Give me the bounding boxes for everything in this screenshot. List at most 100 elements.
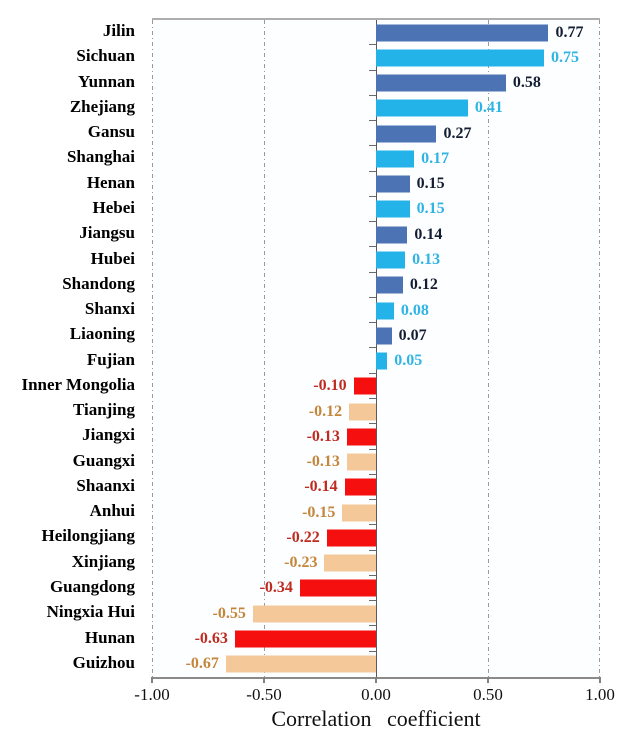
value-label: -0.13 xyxy=(306,453,340,471)
category-label: Fujian xyxy=(86,349,135,369)
gridline xyxy=(264,20,265,677)
bar xyxy=(376,327,392,345)
bar-row: -0.34 xyxy=(152,574,600,601)
bar-row: -0.67 xyxy=(152,650,600,677)
bar-row: 0.77 xyxy=(152,20,600,45)
category-label: Yunnan xyxy=(77,71,135,91)
value-label: -0.15 xyxy=(302,503,336,521)
x-axis-tick xyxy=(151,677,153,683)
bar xyxy=(376,150,415,168)
gridline xyxy=(488,20,489,677)
bar-row: -0.63 xyxy=(152,625,600,651)
value-label: 0.14 xyxy=(414,225,443,243)
zero-axis-tick xyxy=(369,499,376,501)
bar xyxy=(342,504,376,522)
zero-axis-tick xyxy=(369,549,376,551)
value-label: 0.17 xyxy=(421,149,450,167)
bar xyxy=(299,579,376,597)
category-label: Guangxi xyxy=(72,450,135,470)
bar xyxy=(353,377,376,395)
value-label: 0.12 xyxy=(409,276,438,294)
x-axis-tick-label: 0.50 xyxy=(473,685,503,704)
bar xyxy=(376,226,408,244)
value-label: 0.13 xyxy=(412,251,441,269)
category-label: Jiangxi xyxy=(82,425,135,445)
value-label: 0.15 xyxy=(416,175,445,193)
bar-row: -0.55 xyxy=(152,600,600,626)
zero-axis-tick xyxy=(369,195,376,197)
zero-axis-tick xyxy=(369,372,376,374)
value-label: -0.22 xyxy=(286,528,320,546)
value-label: -0.13 xyxy=(306,427,340,445)
zero-axis-tick xyxy=(369,524,376,526)
bar xyxy=(376,175,410,193)
bar-row: 0.58 xyxy=(152,69,600,96)
bar xyxy=(346,428,376,446)
bar xyxy=(349,403,376,421)
bar xyxy=(344,478,376,496)
category-label: Tianjing xyxy=(72,400,135,420)
bar-row: 0.05 xyxy=(152,347,600,373)
zero-axis-tick xyxy=(369,44,376,46)
value-label: -0.14 xyxy=(304,478,338,496)
value-label: 0.07 xyxy=(398,326,427,344)
bar xyxy=(376,49,544,67)
category-label: Xinjiang xyxy=(71,551,135,571)
category-label: Gansu xyxy=(87,122,135,142)
value-label: -0.55 xyxy=(212,604,246,622)
bar-row: 0.14 xyxy=(152,221,600,247)
category-label: Henan xyxy=(86,172,135,192)
bar-row: 0.07 xyxy=(152,322,600,348)
x-axis-tick-label: 1.00 xyxy=(585,685,615,704)
value-label: 0.05 xyxy=(394,352,423,370)
category-label: Jiangsu xyxy=(79,223,135,243)
x-axis-title: Correlation coefficient xyxy=(271,706,481,731)
zero-axis-tick xyxy=(369,94,376,96)
category-label: Heilongjiang xyxy=(41,526,135,546)
zero-axis-tick xyxy=(369,170,376,172)
bar-row: 0.41 xyxy=(152,94,600,121)
x-axis-tick xyxy=(487,677,489,683)
category-label: Zhejiang xyxy=(69,96,135,116)
zero-axis-tick xyxy=(369,448,376,450)
zero-axis-tick xyxy=(369,423,376,425)
zero-axis-tick xyxy=(369,347,376,349)
bar xyxy=(234,630,376,648)
zero-axis-tick xyxy=(369,271,376,273)
zero-axis-tick xyxy=(369,650,376,652)
zero-axis-tick xyxy=(369,246,376,248)
category-label: Sichuan xyxy=(76,46,135,66)
value-label: -0.12 xyxy=(308,402,343,420)
bar-row: 0.15 xyxy=(152,170,600,197)
x-axis-tick-label: -1.00 xyxy=(134,685,170,704)
category-label: Guangdong xyxy=(49,576,135,596)
bar xyxy=(225,655,376,673)
bar-row: 0.12 xyxy=(152,271,600,298)
bar xyxy=(376,125,437,143)
bar-row: 0.15 xyxy=(152,195,600,222)
value-label: 0.41 xyxy=(474,99,503,117)
bar-row: -0.15 xyxy=(152,499,600,525)
bar-row: -0.13 xyxy=(152,423,600,449)
value-label: -0.63 xyxy=(194,630,228,647)
zero-axis-tick xyxy=(369,473,376,475)
category-label: Inner Mongolia xyxy=(21,374,135,394)
x-axis-tick xyxy=(263,677,265,683)
bar xyxy=(252,605,376,623)
gridline xyxy=(599,20,600,677)
bar-row: 0.75 xyxy=(152,44,600,70)
category-label: Shaanxi xyxy=(76,475,135,495)
zero-axis-tick xyxy=(369,145,376,147)
zero-axis-tick xyxy=(369,221,376,223)
bar xyxy=(376,352,388,370)
zero-axis-tick xyxy=(369,296,376,298)
bar xyxy=(376,99,468,117)
bar-rows: 0.77 0.75 0.58 0.41 0.27 0.17 0.15 0.15 0.14 0.13… xyxy=(152,20,600,677)
bar xyxy=(376,251,406,269)
value-label: 0.77 xyxy=(555,23,584,41)
category-label: Anhui xyxy=(89,501,135,521)
zero-axis-tick xyxy=(369,69,376,71)
zero-axis-tick xyxy=(369,574,376,576)
zero-axis-tick xyxy=(369,322,376,324)
